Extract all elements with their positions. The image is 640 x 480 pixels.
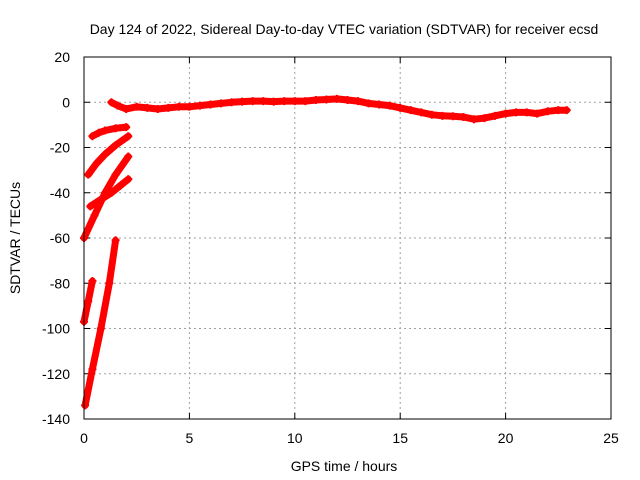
data-point	[92, 159, 101, 168]
data-point	[132, 102, 141, 111]
series-trace	[81, 236, 120, 409]
data-point	[248, 97, 257, 106]
data-point	[385, 101, 394, 110]
data-point	[227, 98, 236, 107]
data-point	[86, 202, 95, 211]
data-point	[469, 115, 478, 124]
data-point	[206, 100, 215, 109]
data-point	[84, 297, 93, 306]
data-point	[164, 103, 173, 112]
data-point	[396, 103, 405, 112]
series-main	[107, 94, 571, 124]
data-point	[143, 103, 152, 112]
data-point	[533, 109, 542, 118]
data-point	[543, 107, 552, 116]
y-tick-label: 20	[54, 49, 70, 65]
data-point	[111, 141, 120, 150]
data-point	[290, 97, 299, 106]
series-arc-f	[81, 236, 120, 410]
data-point	[217, 99, 226, 108]
data-point	[427, 110, 436, 119]
data-point	[280, 97, 289, 106]
data-point	[406, 106, 415, 115]
series-trace	[88, 123, 130, 140]
plot-frame	[83, 56, 612, 420]
data-point	[238, 97, 247, 106]
data-point	[438, 111, 447, 120]
y-tick-label: -80	[50, 275, 70, 291]
data-point	[311, 95, 320, 104]
series-arc-e	[80, 276, 97, 326]
data-point	[364, 99, 373, 108]
y-tick-label: -120	[42, 366, 70, 382]
data-point	[107, 98, 116, 107]
data-point	[301, 97, 310, 106]
data-point	[124, 175, 133, 184]
data-point	[322, 95, 331, 104]
data-point	[269, 97, 278, 106]
series-arc-a	[88, 123, 131, 141]
data-point	[88, 276, 97, 285]
data-point	[185, 102, 194, 111]
y-tick-label: -40	[50, 185, 70, 201]
x-tick-label: 5	[186, 430, 194, 446]
data-point	[96, 324, 105, 333]
data-point	[343, 95, 352, 104]
x-tick-label: 10	[287, 430, 303, 446]
x-tick-label: 20	[498, 430, 514, 446]
data-point	[501, 109, 510, 118]
series-arc-b	[84, 132, 133, 179]
x-axis-label: GPS time / hours	[291, 458, 398, 474]
data-point	[122, 123, 131, 132]
data-point	[111, 124, 120, 133]
data-point	[124, 132, 133, 141]
axis-ticks: 0 5 10 15 20 25 -140 -120 -100 -80 -60 -40 -20 0 20	[42, 49, 619, 446]
y-tick-label: -20	[50, 140, 70, 156]
data-point	[111, 170, 120, 179]
data-point	[195, 101, 204, 110]
data-point	[88, 365, 97, 374]
chart-title: Day 124 of 2022, Sidereal Day-to-day VTE…	[90, 21, 599, 37]
data-point	[115, 181, 124, 190]
data-point	[124, 152, 133, 161]
data-point	[354, 97, 363, 106]
data-point	[491, 111, 500, 120]
data-point	[122, 105, 131, 114]
data-point	[480, 114, 489, 123]
data-point	[88, 132, 97, 141]
data-point	[94, 128, 103, 137]
data-point	[375, 100, 384, 109]
y-tick-label: -60	[50, 230, 70, 246]
series-arc-d	[80, 152, 133, 242]
x-tick-label: 25	[603, 430, 619, 446]
data-point	[101, 188, 110, 197]
data-point	[174, 102, 183, 111]
data-point	[512, 108, 521, 117]
x-tick-label: 0	[80, 430, 88, 446]
data-series	[80, 94, 571, 410]
data-point	[105, 279, 114, 288]
data-point	[562, 106, 571, 115]
data-point	[459, 112, 468, 121]
data-point	[332, 94, 341, 103]
y-tick-label: 0	[62, 94, 70, 110]
data-point	[153, 105, 162, 114]
data-point	[84, 170, 93, 179]
data-point	[111, 236, 120, 245]
data-point	[417, 108, 426, 117]
data-point	[448, 112, 457, 121]
data-point	[522, 108, 531, 117]
data-point	[81, 401, 90, 410]
data-point	[113, 101, 122, 110]
y-axis-label: SDTVAR / TECUs	[7, 182, 23, 294]
data-point	[101, 150, 110, 159]
data-point	[259, 97, 268, 106]
data-point	[554, 106, 563, 115]
y-tick-label: -140	[42, 411, 70, 427]
data-point	[90, 211, 99, 220]
x-tick-label: 15	[392, 430, 408, 446]
y-tick-label: -100	[42, 321, 70, 337]
data-point	[101, 126, 110, 135]
